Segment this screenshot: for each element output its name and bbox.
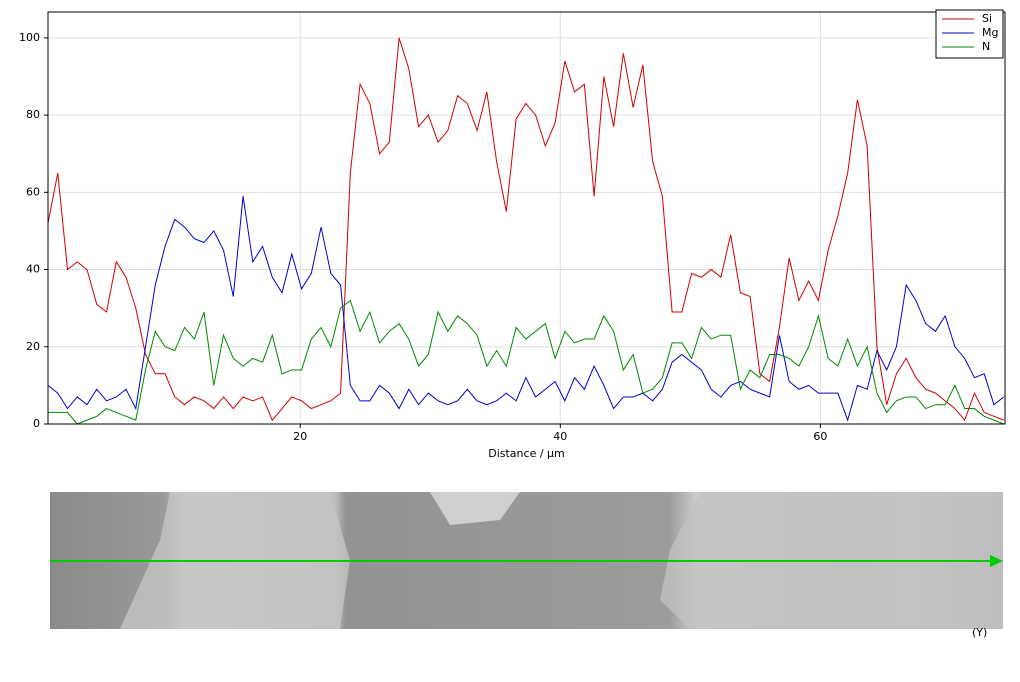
legend-label: Mg bbox=[982, 26, 998, 39]
sem-image: (Y) bbox=[50, 492, 1003, 639]
y-tick-label: 20 bbox=[26, 340, 40, 353]
y-tick-label: 0 bbox=[33, 417, 40, 430]
plot-area bbox=[48, 12, 1005, 424]
x-axis-label: Distance / µm bbox=[488, 447, 565, 460]
legend-box bbox=[935, 9, 1004, 59]
series-line bbox=[48, 299, 1004, 425]
y-tick-label: 100 bbox=[19, 31, 40, 44]
x-tick-label: 60 bbox=[813, 430, 827, 443]
plot-frame bbox=[47, 11, 1006, 425]
scan-arrow bbox=[990, 555, 1003, 567]
series-line bbox=[47, 37, 1004, 422]
y-tick-label: 40 bbox=[26, 263, 40, 276]
particle bbox=[430, 492, 520, 525]
series-line bbox=[47, 196, 1005, 422]
y-tick-label: 80 bbox=[26, 108, 40, 121]
x-tick-label: 40 bbox=[553, 430, 567, 443]
legend-label: Si bbox=[982, 12, 992, 25]
image-caption: (Y) bbox=[972, 626, 987, 639]
x-tick-label: 20 bbox=[293, 430, 307, 443]
y-tick-label: 60 bbox=[26, 185, 40, 198]
legend-label: N bbox=[982, 40, 990, 53]
